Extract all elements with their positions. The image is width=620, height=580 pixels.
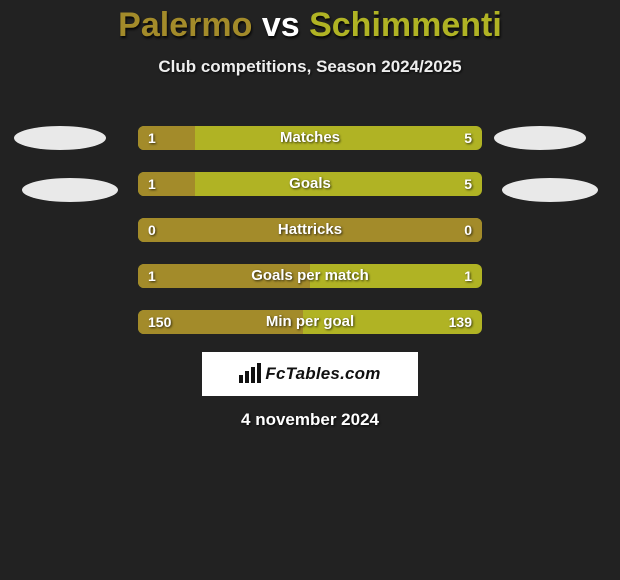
title-player1: Palermo [118, 6, 252, 44]
comparison-infographic: Palermo vs Schimmenti Club competitions,… [0, 0, 620, 580]
source-badge: FcTables.com [202, 352, 418, 396]
stat-row: 00Hattricks [0, 218, 620, 246]
stat-label: Goals per match [138, 264, 482, 288]
stat-label: Hattricks [138, 218, 482, 242]
stat-label: Matches [138, 126, 482, 150]
stat-row: 15Matches [0, 126, 620, 154]
stat-bar: 11Goals per match [138, 264, 482, 288]
stat-bar: 00Hattricks [138, 218, 482, 242]
badge-text: FcTables.com [265, 364, 380, 383]
stat-bar: 15Goals [138, 172, 482, 196]
stat-row: 15Goals [0, 172, 620, 200]
subtitle: Club competitions, Season 2024/2025 [0, 57, 620, 77]
page-title: Palermo vs Schimmenti [0, 0, 620, 45]
bars-icon [239, 363, 261, 383]
title-vs: vs [262, 6, 300, 44]
stat-label: Goals [138, 172, 482, 196]
date-text: 4 november 2024 [0, 410, 620, 430]
stat-row: 11Goals per match [0, 264, 620, 292]
stat-label: Min per goal [138, 310, 482, 334]
stat-bar: 150139Min per goal [138, 310, 482, 334]
stat-row: 150139Min per goal [0, 310, 620, 338]
title-player2: Schimmenti [309, 6, 502, 44]
stat-bar: 15Matches [138, 126, 482, 150]
